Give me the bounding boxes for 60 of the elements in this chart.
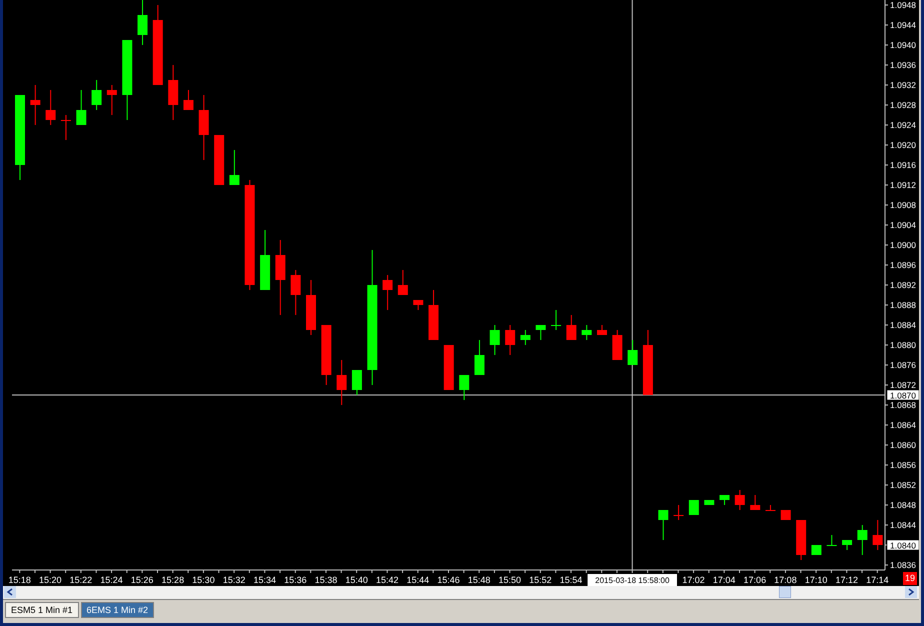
y-tick-label: 1.0880 xyxy=(890,340,916,350)
y-tick-label: 1.0848 xyxy=(890,500,916,510)
x-tick-label: 15:32 xyxy=(222,575,246,585)
y-tick-label: 1.0888 xyxy=(890,300,916,310)
x-tick-label: 17:10 xyxy=(804,575,828,585)
y-tick-label: 1.0856 xyxy=(890,460,916,470)
y-tick-label: 1.0852 xyxy=(890,480,916,490)
y-tick-label: 1.0876 xyxy=(890,360,916,370)
x-tick-label: 15:46 xyxy=(437,575,460,585)
y-tick-label: 1.0860 xyxy=(890,440,916,450)
x-tick-label: 15:38 xyxy=(314,575,338,585)
x-tick-label: 15:52 xyxy=(529,575,552,585)
text: 19 xyxy=(903,572,917,585)
x-tick-label: 15:36 xyxy=(284,575,307,585)
y-tick-label: 1.0892 xyxy=(890,280,916,290)
x-tick-label: 17:14 xyxy=(866,575,889,585)
y-tick-label: 1.0928 xyxy=(890,100,916,110)
x-tick-label: 17:06 xyxy=(744,575,766,585)
text: ESM5 1 Min #1 xyxy=(5,602,79,618)
x-tick-label: 15:40 xyxy=(345,575,368,585)
y-tick-label: 1.0836 xyxy=(890,560,916,570)
x-tick-label: 17:02 xyxy=(682,575,705,585)
x-tick-label: 15:34 xyxy=(253,575,276,585)
x-tick-label: 15:30 xyxy=(192,575,215,585)
x-tick-label: 17:12 xyxy=(835,575,858,585)
x-tick-label: 17:04 xyxy=(712,575,736,585)
y-tick-label: 1.0908 xyxy=(890,200,916,210)
x-tick-label: 15:24 xyxy=(100,575,123,585)
y-tick-label: 1.0940 xyxy=(890,40,916,50)
y-tick-label: 1.0924 xyxy=(890,120,916,130)
x-tick-label: 15:26 xyxy=(130,575,154,585)
y-tick-label: 1.0920 xyxy=(890,140,916,150)
x-tick-label: 15:48 xyxy=(468,575,490,585)
y-tick-label: 1.0912 xyxy=(890,180,916,190)
text: 6EMS 1 Min #2 xyxy=(80,602,154,618)
ref-line-label: 1.0870 xyxy=(890,390,916,400)
y-tick-label: 1.0944 xyxy=(890,20,916,30)
y-tick-label: 1.0896 xyxy=(890,260,916,270)
x-tick-label: 15:20 xyxy=(39,575,62,585)
x-tick-label: 15:42 xyxy=(376,575,398,585)
y-tick-label: 1.0844 xyxy=(890,520,916,530)
x-tick-label: 15:28 xyxy=(162,575,184,585)
x-tick-label: 2015-03-18 15:58:00 xyxy=(595,576,670,585)
y-tick-label: 1.0948 xyxy=(890,0,916,10)
x-tick-label: 15:54 xyxy=(560,575,582,585)
x-tick-label: 15:44 xyxy=(406,575,430,585)
x-tick-label: 15:22 xyxy=(70,575,92,585)
x-tick-label: 15:50 xyxy=(498,575,522,585)
y-tick-label: 1.0868 xyxy=(890,400,916,410)
annotation: 1.0840 xyxy=(890,540,916,550)
y-tick-label: 1.0900 xyxy=(890,240,916,250)
x-tick-label: 17:08 xyxy=(774,575,797,585)
y-tick-label: 1.0904 xyxy=(890,220,916,230)
y-tick-label: 1.0932 xyxy=(890,80,916,90)
y-tick-label: 1.0864 xyxy=(890,420,916,430)
y-tick-label: 1.0936 xyxy=(890,60,916,70)
y-tick-label: 1.0916 xyxy=(890,160,916,170)
x-tick-label: 15:18 xyxy=(8,575,31,585)
y-tick-label: 1.0884 xyxy=(890,320,916,330)
y-tick-label: 1.0872 xyxy=(890,380,916,390)
